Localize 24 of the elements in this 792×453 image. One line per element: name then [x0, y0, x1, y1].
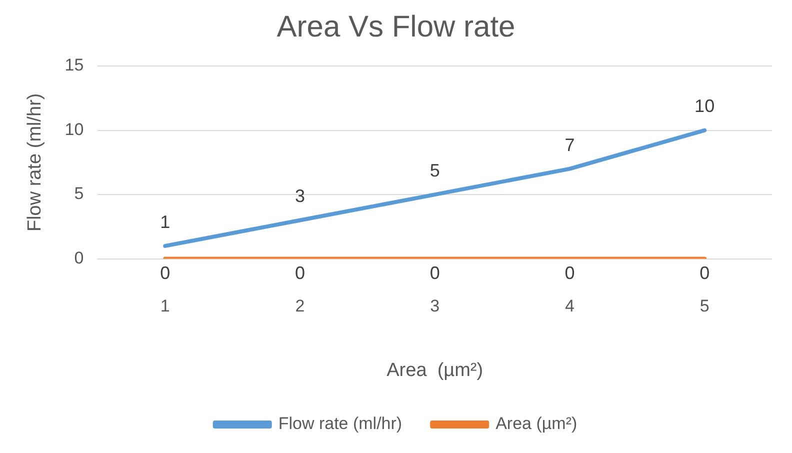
- data-label: 10: [694, 96, 715, 116]
- x-tick-label: 5: [700, 296, 710, 316]
- y-tick-label: 5: [74, 184, 84, 204]
- x-tick-label: 4: [564, 296, 574, 316]
- data-label: 0: [700, 262, 710, 283]
- data-label: 3: [294, 186, 306, 206]
- data-label: 5: [430, 160, 440, 180]
- x-tick-label: 1: [160, 296, 170, 316]
- x-tick-label: 2: [295, 296, 305, 316]
- data-label: 0: [430, 262, 440, 283]
- data-label: 0: [564, 262, 575, 283]
- y-tick-label: 15: [64, 56, 84, 75]
- data-label: 0: [160, 262, 170, 283]
- data-label: 1: [160, 212, 170, 232]
- legend-label: Area (µm²): [496, 414, 578, 434]
- data-label: 7: [564, 134, 575, 155]
- data-label: 0: [294, 262, 306, 283]
- y-tick-label: 10: [64, 120, 84, 139]
- x-tick-label: 3: [430, 296, 440, 316]
- y-tick-label: 0: [74, 248, 84, 268]
- y-axis-title: Flow rate (ml/hr): [24, 93, 46, 232]
- legend-label: Flow rate (ml/hr): [278, 414, 402, 434]
- x-axis-title: Area (µm²): [386, 360, 484, 381]
- chart-title: Area Vs Flow rate: [276, 10, 516, 44]
